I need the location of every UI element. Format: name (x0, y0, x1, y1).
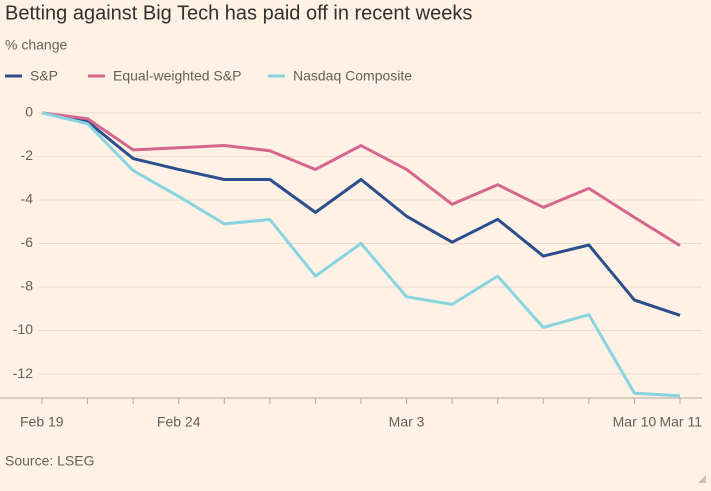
y-tick-label: -8 (21, 278, 34, 294)
legend-label: Nasdaq Composite (293, 68, 412, 84)
legend-label: S&P (30, 68, 58, 84)
resize-corner (698, 475, 706, 483)
y-tick-label: -2 (21, 147, 34, 163)
series-line (41, 111, 681, 317)
x-tick-label: Mar 3 (389, 414, 425, 430)
chart-subtitle: % change (5, 37, 67, 53)
x-tick-label: Feb 24 (157, 414, 201, 430)
y-tick-label: -6 (21, 234, 34, 250)
series-line (41, 111, 681, 398)
source: Source: LSEG (5, 453, 95, 469)
legend-label: Equal-weighted S&P (113, 68, 241, 84)
x-tick-label: Mar 10 (613, 414, 657, 430)
x-tick-label: Mar 11 (659, 414, 702, 430)
y-tick-label: -12 (13, 365, 33, 381)
chart-title: Betting against Big Tech has paid off in… (5, 2, 472, 24)
y-tick-label: 0 (25, 104, 33, 120)
y-tick-label: -4 (21, 191, 34, 207)
series-line (41, 111, 681, 247)
x-tick-label: Feb 19 (20, 414, 64, 430)
y-tick-label: -10 (13, 321, 33, 337)
